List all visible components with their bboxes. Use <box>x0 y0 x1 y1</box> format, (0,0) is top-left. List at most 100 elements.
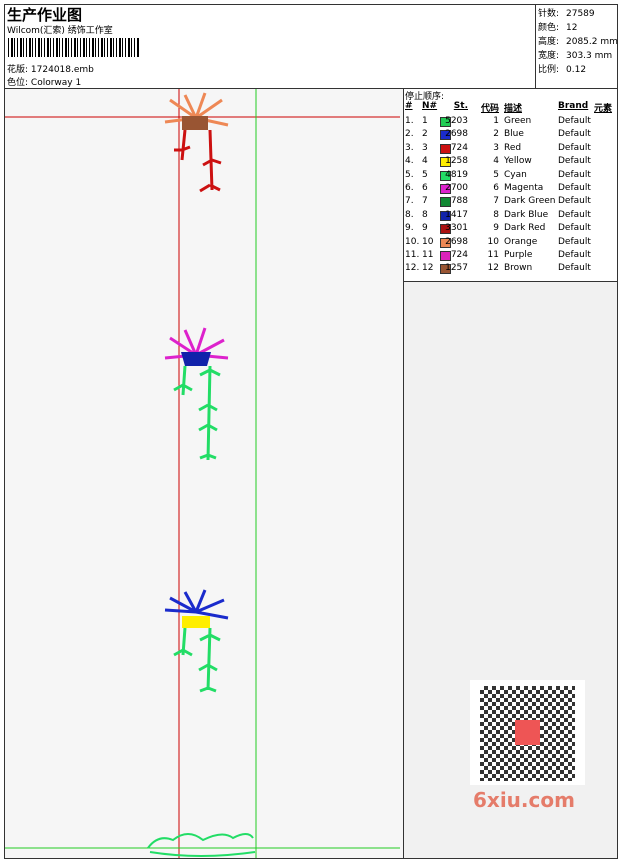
cell: 1257 <box>445 263 468 274</box>
stat-value: 303.3 mm <box>566 51 613 61</box>
column-header: # <box>405 101 413 111</box>
stats: 针数: 27589 颜色: 12 高度: 2085.2 mm 宽度: 303.3 mm 比例: 0… <box>538 6 618 76</box>
cell: 8 <box>422 209 428 220</box>
cell: 724 <box>450 142 468 153</box>
cell: 3 <box>493 142 499 153</box>
cell: 9. <box>405 223 414 234</box>
colorway: Colorway 1 <box>30 78 82 88</box>
cell: 10 <box>487 236 499 247</box>
cell: 4 <box>493 156 499 167</box>
cell: 3 <box>422 142 428 153</box>
swatch <box>440 237 451 248</box>
cell: 8. <box>405 209 414 220</box>
watermark: 6xiu.com <box>473 788 575 812</box>
swatch <box>440 197 451 208</box>
cell: 12 <box>487 263 499 274</box>
subtitle: Wilcom(汇索) 绣饰工作室 <box>7 26 113 36</box>
colorway-label: 色位: <box>7 78 29 88</box>
cell: 3. <box>405 142 414 153</box>
stat-row: 宽度: 303.3 mm <box>538 48 618 62</box>
cell: Default <box>558 223 591 234</box>
cell: 6 <box>422 183 428 193</box>
title: 生产作业图 <box>7 6 83 24</box>
cell: Yellow <box>504 156 532 167</box>
cell: Default <box>558 169 591 180</box>
cell: 6. <box>405 183 414 193</box>
cell: 1. <box>405 116 414 126</box>
cell: 2. <box>405 129 414 140</box>
stat-label: 宽度: <box>538 51 560 61</box>
cell: 2698 <box>445 236 468 247</box>
file-row: 花版: 1724018.emb <box>7 62 94 75</box>
cell: 10. <box>405 236 420 247</box>
cell: 5203 <box>445 116 468 126</box>
cell: 7 <box>493 196 499 207</box>
cell: Default <box>558 116 591 126</box>
cell: 1417 <box>445 209 468 220</box>
swatch <box>440 130 451 141</box>
colorway-row: 色位: Colorway 1 <box>7 75 81 88</box>
cell: Cyan <box>504 169 527 180</box>
cell: 1 <box>493 116 499 126</box>
column-header: 代码 <box>480 104 499 114</box>
swatch <box>440 170 451 181</box>
cell: 788 <box>450 196 468 207</box>
stat-value: 27589 <box>566 9 595 19</box>
cell: Orange <box>504 236 538 247</box>
cell: 4. <box>405 156 414 167</box>
cell: Dark Green <box>504 196 556 207</box>
cell: 2 <box>422 129 428 140</box>
stat-label: 颜色: <box>538 23 560 33</box>
swatch <box>440 224 451 235</box>
swatch <box>440 157 451 168</box>
cell: Default <box>558 263 591 274</box>
cell: 4819 <box>445 169 468 180</box>
cell: Dark Red <box>504 223 546 234</box>
swatch <box>440 184 451 194</box>
cell: 5 <box>422 169 428 180</box>
cell: 10 <box>422 236 434 247</box>
stop-table: 停止顺序: # N# St. 代码 描述 Brand 元素 1. 1 5203 1 Green Defa… <box>404 89 618 281</box>
stat-row: 比例: 0.12 <box>538 62 618 76</box>
cell: 5. <box>405 169 414 180</box>
stat-label: 针数: <box>538 9 560 19</box>
cell: Default <box>558 250 591 260</box>
stat-label: 比例: <box>538 65 560 75</box>
cell: Default <box>558 129 591 140</box>
swatch <box>440 251 451 261</box>
cell: Brown <box>504 263 533 274</box>
cell: 4 <box>422 156 428 167</box>
cell: 9 <box>422 223 428 234</box>
table-title: 停止顺序: <box>405 92 445 102</box>
cell: 7. <box>405 196 414 207</box>
stat-value: 12 <box>566 23 578 33</box>
file: 1724018.emb <box>30 65 94 75</box>
cell: 1 <box>422 116 428 126</box>
cell: 9 <box>493 223 499 234</box>
cell: 11. <box>405 250 420 260</box>
column-header: Brand <box>558 101 589 111</box>
swatch <box>440 143 451 154</box>
cell: Default <box>558 196 591 207</box>
cell: 6 <box>493 183 499 193</box>
swatch <box>440 117 451 127</box>
plant <box>147 92 256 857</box>
column-header: 描述 <box>504 104 523 114</box>
swatch <box>440 210 451 221</box>
file-label: 花版: <box>7 65 29 75</box>
stat-row: 针数: 27589 <box>538 6 618 20</box>
barcode <box>8 38 140 57</box>
stat-row: 高度: 2085.2 mm <box>538 34 618 48</box>
cell: Default <box>558 209 591 220</box>
cell: Magenta <box>504 183 544 193</box>
stat-label: 高度: <box>538 37 560 47</box>
cell: 724 <box>450 250 468 260</box>
cell: 8 <box>493 209 499 220</box>
column-header: N# <box>422 101 438 111</box>
cell: Default <box>558 183 591 193</box>
stat-value: 2085.2 mm <box>566 37 618 47</box>
cell: 2 <box>493 129 499 140</box>
cell: 2698 <box>445 129 468 140</box>
